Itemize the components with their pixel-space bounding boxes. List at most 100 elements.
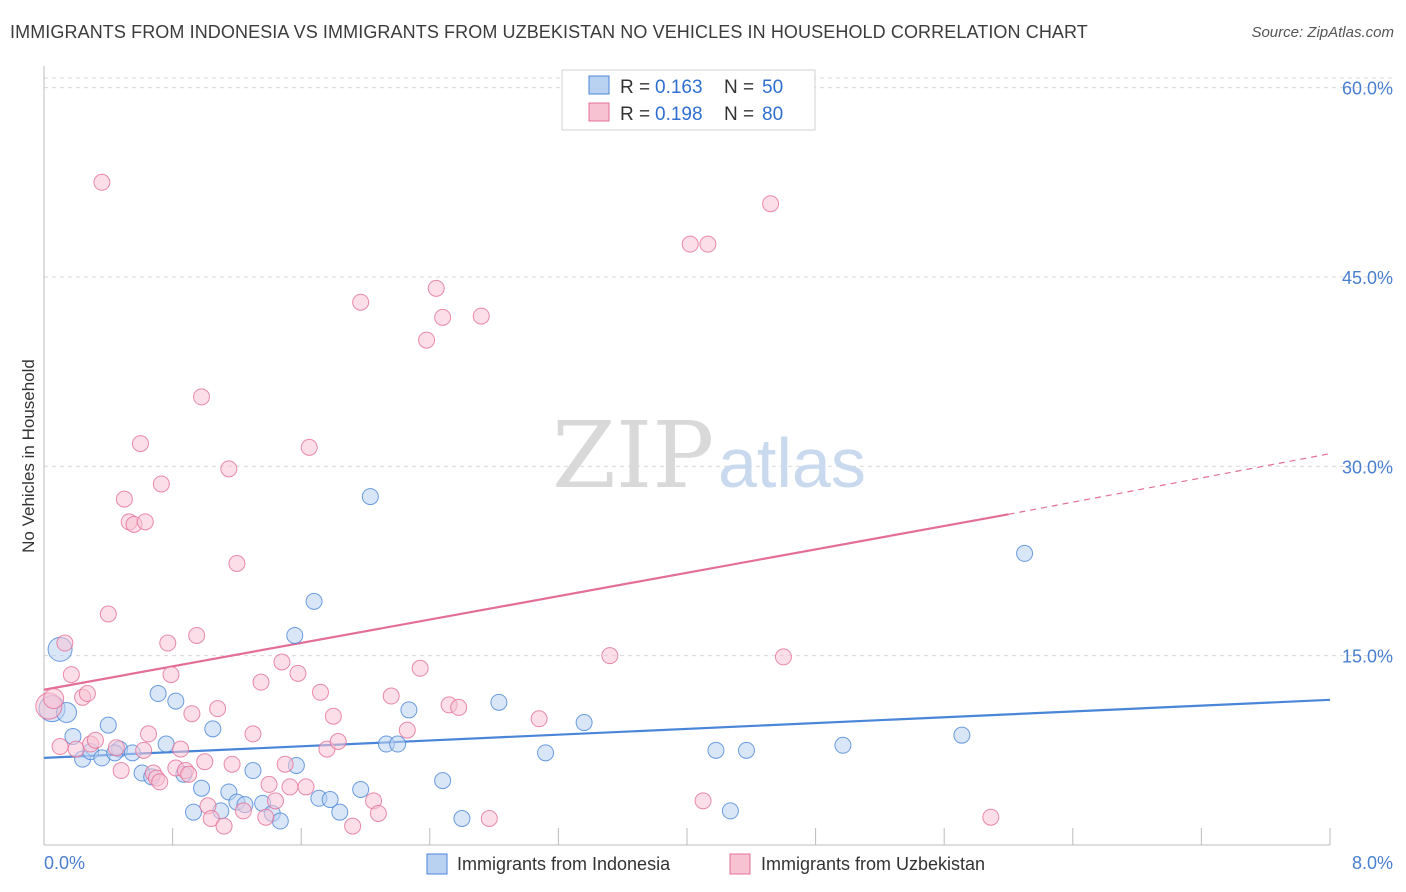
indonesia-point-27 [286,626,304,644]
uzbekistan-point-23 [151,773,169,791]
indonesia-point-38 [434,772,452,790]
y-tick-label-0: 15.0% [1342,647,1393,667]
uzbekistan-point-61 [369,804,387,822]
legend-swatch-uzbekistan [588,102,610,122]
indonesia-point-37 [400,701,418,719]
indonesia-trend-line [43,698,1331,760]
indonesia-point-39 [453,809,471,827]
indonesia-point-29 [305,592,323,610]
indonesia-point-41 [537,744,555,762]
y-axis-label: No Vehicles in Household [19,359,38,553]
indonesia-point-23 [244,762,262,780]
indonesia-point-7 [99,716,117,734]
legend-swatch-indonesia [588,75,610,95]
indonesia-point-14 [167,692,185,710]
legend-r-value: 0.163 [655,77,703,98]
top-legend: R = 0.163 N = 50 R = 0.198 N = 80 [561,69,816,131]
uzbekistan-point-47 [266,792,284,810]
uzbekistan-point-43 [244,725,262,743]
indonesia-point-43 [707,741,725,759]
uzbekistan-point-71 [480,809,498,827]
uzbekistan-point-63 [398,721,416,739]
uzbekistan-point-65 [418,331,436,349]
uzbekistan-point-58 [344,817,362,835]
uzbekistan-point-37 [209,700,227,718]
uzbekistan-point-33 [193,388,211,406]
uzbekistan-point-75 [694,792,712,810]
uzbekistan-point-2 [51,738,69,756]
indonesia-point-13 [157,735,175,753]
y-tick-label-2: 45.0% [1342,268,1393,288]
source-label: Source: ZipAtlas.com [1251,24,1394,41]
uzbekistan-point-26 [162,666,180,684]
uzbekistan-point-53 [300,438,318,456]
uzbekistan-point-25 [159,634,177,652]
uzbekistan-point-74 [681,235,699,253]
uzbekistan-point-69 [450,698,468,716]
uzbekistan-point-28 [172,740,190,758]
uzbekistan-point-19 [136,513,154,531]
watermark-zip: ZIP [552,402,714,509]
axes [43,66,1331,846]
legend-r-label: R = [620,77,650,98]
indonesia-point-34 [361,488,379,506]
uzbekistan-point-17 [131,435,149,453]
uzbekistan-point-46 [260,775,278,793]
y-tick-label-1: 30.0% [1342,457,1393,477]
bottom-legend: Immigrants from Indonesia Immigrants fro… [426,853,985,875]
indonesia-point-31 [321,791,339,809]
uzbekistan-point-50 [281,778,299,796]
uzbekistan-point-44 [252,673,270,691]
indonesia-point-42 [575,714,593,732]
uzbekistan-point-64 [411,659,429,677]
bottom-legend-swatch-indonesia [426,853,448,875]
uzbekistan-point-49 [276,755,294,773]
uzbekistan-point-24 [152,475,170,493]
legend-n-label: N = [724,104,754,125]
uzbekistan-point-45 [257,808,275,826]
indonesia-point-17 [193,779,211,797]
uzbekistan-point-30 [180,765,198,783]
bottom-legend-swatch-uzbekistan [729,853,751,875]
uzbekistan-point-67 [434,308,452,326]
uzbekistan-point-11 [99,605,117,623]
uzbekistan-point-42 [234,802,252,820]
indonesia-point-33 [352,780,370,798]
uzbekistan-point-34 [196,753,214,771]
uzbekistan-point-5 [67,740,85,758]
y-tick-label-3: 60.0% [1342,79,1393,99]
gridlines [44,77,1393,657]
watermark: ZIP atlas [552,402,866,509]
uzbekistan-point-41 [228,555,246,573]
uzbekistan-point-36 [202,809,220,827]
uzbekistan-point-13 [112,762,130,780]
indonesia-point-36 [389,735,407,753]
uzbekistan-point-9 [86,731,104,749]
indonesia-point-40 [490,693,508,711]
indonesia-point-48 [1016,544,1034,562]
y-tick-labels: 15.0% 30.0% 45.0% 60.0% [1342,79,1393,667]
uzbekistan-point-12 [107,739,125,757]
uzbekistan-point-3 [56,634,74,652]
uzbekistan-point-1 [43,688,65,710]
uzbekistan-point-70 [472,307,490,325]
indonesia-point-32 [331,803,349,821]
data-points [35,173,1034,835]
uzbekistan-trend-line [43,513,1009,691]
indonesia-point-26 [271,812,289,830]
uzbekistan-point-77 [762,195,780,213]
uzbekistan-point-48 [273,653,291,671]
uzbekistan-point-4 [62,666,80,684]
uzbekistan-point-7 [78,685,96,703]
chart-title: IMMIGRANTS FROM INDONESIA VS IMMIGRANTS … [10,22,1088,42]
indonesia-point-44 [721,802,739,820]
indonesia-point-16 [184,803,202,821]
watermark-atlas: atlas [718,424,866,502]
uzbekistan-point-59 [352,293,370,311]
uzbekistan-point-72 [530,710,548,728]
uzbekistan-point-73 [601,647,619,665]
trend-lines [43,453,1331,760]
indonesia-point-18 [204,720,222,738]
legend-n-value: 80 [762,104,783,125]
